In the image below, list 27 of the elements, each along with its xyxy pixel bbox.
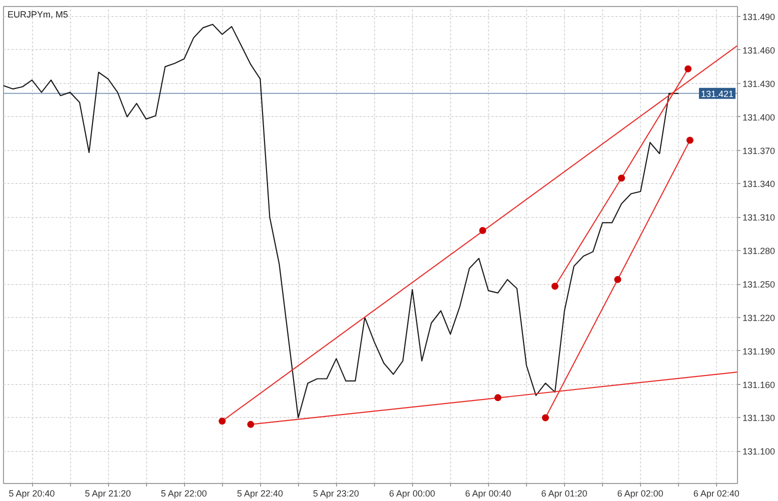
line-series — [4, 24, 680, 418]
x-tick-label: 5 Apr 22:00 — [160, 488, 207, 498]
y-tick-label: 131.310 — [742, 212, 776, 223]
y-tick-label: 131.100 — [742, 446, 776, 457]
y-tick-label: 131.220 — [742, 312, 776, 323]
x-tick-label: 5 Apr 21:20 — [84, 488, 131, 498]
x-tick-label: 5 Apr 23:20 — [313, 488, 360, 498]
y-tick-label: 131.370 — [742, 146, 776, 156]
x-tick-label: 5 Apr 20:40 — [8, 488, 55, 498]
y-tick-label: 131.490 — [742, 12, 776, 22]
x-tick-label: 6 Apr 02:40 — [693, 488, 740, 498]
y-tick-label: 131.130 — [742, 413, 776, 424]
x-tick-label: 6 Apr 02:00 — [617, 488, 664, 498]
x-tick-label: 5 Apr 22:40 — [236, 488, 283, 498]
y-tick-label: 131.430 — [742, 78, 776, 89]
y-tick-label: 131.460 — [742, 45, 776, 56]
ref-line-label: 131.421 — [700, 88, 734, 99]
y-tick-label: 131.250 — [742, 280, 776, 290]
chart-title: EURJPYm, M5 — [8, 10, 68, 20]
y-tick-label: 131.400 — [742, 112, 776, 122]
y-tick-label: 131.280 — [742, 246, 776, 256]
y-tick-label: 131.190 — [742, 346, 776, 356]
y-tick-label: 131.160 — [742, 380, 776, 390]
x-tick-label: 6 Apr 00:00 — [389, 488, 436, 498]
x-tick-label: 6 Apr 00:40 — [465, 488, 512, 498]
y-tick-label: 131.340 — [742, 179, 776, 190]
x-tick-label: 6 Apr 01:20 — [541, 488, 588, 498]
